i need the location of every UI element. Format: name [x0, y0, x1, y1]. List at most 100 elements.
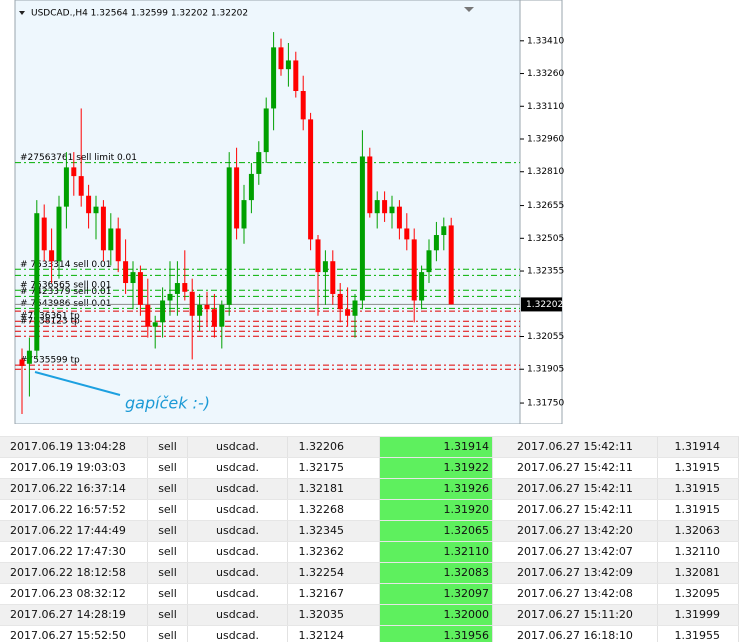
candle-body	[226, 167, 232, 305]
candle-body	[271, 47, 277, 109]
table-cell: sell	[148, 458, 188, 478]
scroll-arrow[interactable]	[464, 7, 474, 12]
candle-body	[86, 195, 92, 214]
candle-body	[382, 200, 388, 214]
candle-body	[78, 176, 84, 196]
table-cell: sell	[148, 563, 188, 583]
table-cell: 1.32175	[288, 458, 380, 478]
order-label: #27563761 sell limit 0.01	[20, 153, 137, 163]
candle-body	[123, 261, 129, 284]
trade-row[interactable]: 2017.06.22 16:37:14 sell usdcad. 1.32181 1.3…	[0, 479, 739, 500]
table-cell: 1.32000	[380, 605, 493, 625]
candle-body	[374, 200, 380, 214]
candle-body	[448, 225, 454, 305]
table-cell: 1.32254	[288, 563, 380, 583]
table-cell: sell	[148, 500, 188, 520]
candle-body	[197, 304, 203, 316]
candle-body	[63, 167, 69, 207]
table-cell: sell	[148, 605, 188, 625]
table-cell: usdcad.	[188, 521, 288, 541]
table-cell: usdcad.	[188, 437, 288, 457]
candle-body	[182, 283, 188, 292]
clipped-row	[0, 422, 739, 437]
table-cell: 1.31956	[380, 626, 493, 642]
table-cell: 1.32110	[658, 542, 739, 562]
y-tick-label: 1.32505	[527, 234, 564, 244]
y-tick-label: 1.32355	[527, 267, 564, 277]
y-tick-label: 1.31750	[527, 399, 564, 409]
table-cell: sell	[148, 437, 188, 457]
candle-body	[56, 206, 62, 262]
candle-body	[359, 156, 365, 301]
candle-body	[130, 272, 136, 284]
candle-body	[330, 261, 336, 294]
table-cell: 2017.06.27 13:42:07	[493, 542, 658, 562]
candle-body	[234, 167, 240, 229]
trade-row[interactable]: 2017.06.22 16:57:52 sell usdcad. 1.32268 1.3…	[0, 500, 739, 521]
table-cell: usdcad.	[188, 500, 288, 520]
order-label: # 7543986 sell 0.01	[20, 299, 111, 309]
table-cell: 1.32083	[380, 563, 493, 583]
trade-row[interactable]: 2017.06.22 18:12:58 sell usdcad. 1.32254 1.3…	[0, 563, 739, 584]
candle-body	[100, 206, 106, 251]
table-cell: usdcad.	[188, 584, 288, 604]
table-cell: usdcad.	[188, 542, 288, 562]
candle-body	[145, 304, 151, 327]
table-cell: 2017.06.27 13:42:08	[493, 584, 658, 604]
table-cell: 2017.06.27 15:42:11	[493, 479, 658, 499]
trade-row[interactable]: 2017.06.19 13:04:28 sell usdcad. 1.32206 1.3…	[0, 437, 739, 458]
y-tick-label: 1.32655	[527, 201, 564, 211]
candle-body	[174, 283, 180, 294]
order-label: # 7423379 sell 0.01	[20, 287, 111, 297]
order-label: #7536361 tp	[20, 312, 80, 322]
candle-body	[293, 60, 299, 91]
annotation: gapíček :-)	[125, 394, 210, 413]
trade-row[interactable]: 2017.06.23 08:32:12 sell usdcad. 1.32167 1.3…	[0, 584, 739, 605]
table-cell: 1.32345	[288, 521, 380, 541]
menu-arrow[interactable]	[19, 11, 25, 15]
chart-title: USDCAD.,H4 1.32564 1.32599 1.32202 1.322…	[31, 9, 248, 19]
table-cell: 2017.06.23 08:32:12	[0, 584, 148, 604]
table-cell: 1.32063	[658, 521, 739, 541]
candle-body	[315, 239, 321, 273]
current-price-box	[521, 297, 562, 312]
candle-body	[189, 291, 195, 316]
candle-body	[278, 47, 284, 70]
candle-body	[300, 90, 306, 120]
table-cell: 2017.06.27 15:42:11	[493, 437, 658, 457]
candle-body	[367, 156, 373, 214]
trade-row[interactable]: 2017.06.22 17:44:49 sell usdcad. 1.32345 1.3…	[0, 521, 739, 542]
table-cell: usdcad.	[188, 563, 288, 583]
table-cell: sell	[148, 584, 188, 604]
table-cell: 1.31999	[658, 605, 739, 625]
trade-row[interactable]: 2017.06.27 15:52:50 sell usdcad. 1.32124 1.3…	[0, 626, 739, 642]
candle-body	[248, 173, 254, 201]
candle-body	[433, 235, 439, 251]
table-cell: 1.31922	[380, 458, 493, 478]
table-cell: sell	[148, 479, 188, 499]
table-cell: 2017.06.27 14:28:19	[0, 605, 148, 625]
order-label: #7538123 tp	[20, 317, 80, 327]
y-tick-label: 1.32810	[527, 167, 564, 177]
candle-body	[256, 152, 262, 174]
table-cell: 1.31926	[380, 479, 493, 499]
table-cell: 1.32124	[288, 626, 380, 642]
table-cell: 2017.06.19 13:04:28	[0, 437, 148, 457]
table-cell: 2017.06.27 15:42:11	[493, 500, 658, 520]
trade-row[interactable]: 2017.06.19 19:03:03 sell usdcad. 1.32175 1.3…	[0, 458, 739, 479]
candle-body	[352, 300, 358, 316]
table-cell: 1.31915	[658, 500, 739, 520]
trade-row[interactable]: 2017.06.27 14:28:19 sell usdcad. 1.32035 1.3…	[0, 605, 739, 626]
annotation-arrow	[34, 371, 121, 396]
y-tick-label: 1.33410	[527, 36, 564, 46]
candle-body	[152, 322, 158, 327]
table-cell: usdcad.	[188, 458, 288, 478]
candle-body	[389, 206, 395, 214]
table-cell: 1.32095	[658, 584, 739, 604]
trade-row[interactable]: 2017.06.22 17:47:30 sell usdcad. 1.32362 1.3…	[0, 542, 739, 563]
candle-body	[204, 304, 210, 310]
candle-body	[345, 309, 351, 316]
candle-body	[322, 261, 328, 273]
table-cell: usdcad.	[188, 479, 288, 499]
